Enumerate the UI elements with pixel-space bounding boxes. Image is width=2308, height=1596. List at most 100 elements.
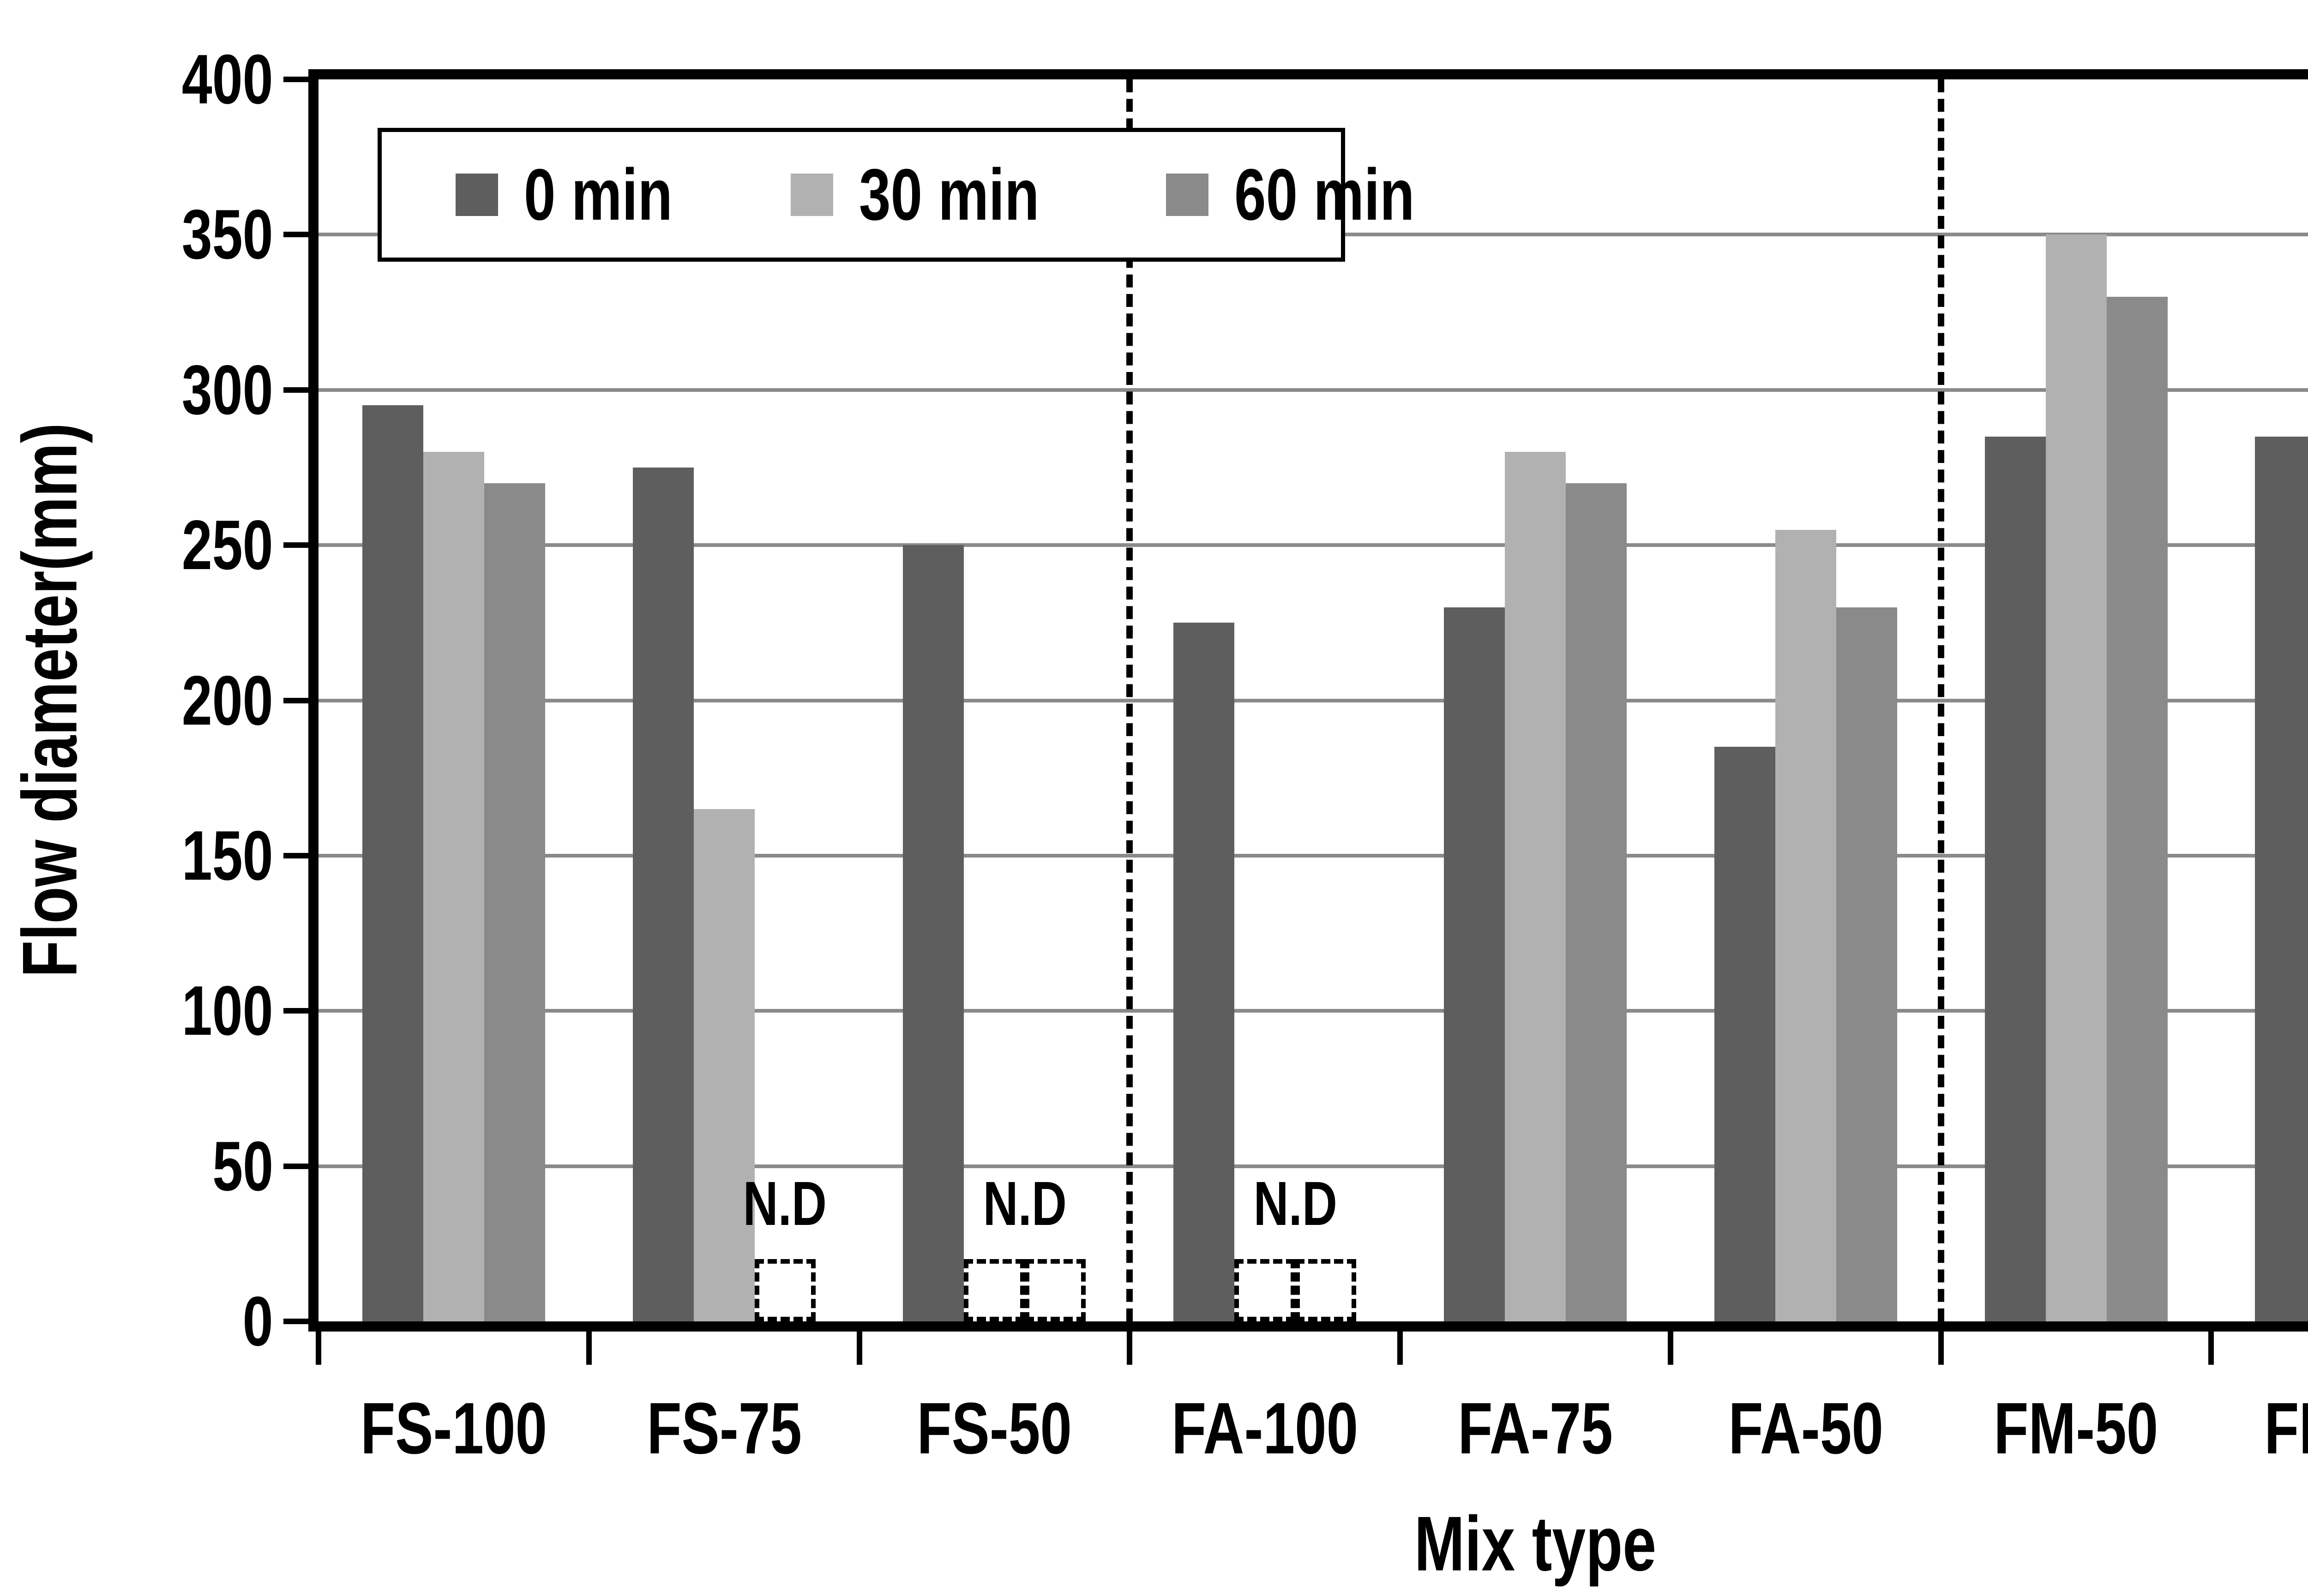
- x-category-label-FS-100: FS-100: [319, 1385, 589, 1472]
- bar-FS-50-0min: [903, 545, 964, 1321]
- nd-box-FS-50-60min: [1025, 1259, 1086, 1321]
- y-tick-label-text: 300: [182, 350, 273, 429]
- x-category-label-FA-75: FA-75: [1400, 1385, 1671, 1472]
- x-category-label-FS-50: FS-50: [859, 1385, 1130, 1472]
- legend-entry-60min: 60 min: [1166, 149, 1466, 241]
- legend-label-text: 0 min: [524, 154, 673, 235]
- bar-FS-75-0min: [632, 467, 694, 1321]
- bar-FS-100-60min: [484, 483, 545, 1321]
- y-tick-label-0: 0: [0, 1280, 273, 1363]
- legend-label-text: 30 min: [859, 154, 1040, 235]
- bar-FM-37-0min: [2255, 436, 2308, 1321]
- y-tick-350: [283, 232, 319, 238]
- y-tick-200: [283, 697, 319, 703]
- gridline-300: [319, 388, 2308, 392]
- x-category-label-FA-100: FA-100: [1130, 1385, 1400, 1472]
- x-tick-3: [1127, 1332, 1133, 1365]
- bar-FA-50-30min: [1775, 529, 1836, 1321]
- x-tick-0: [316, 1332, 321, 1365]
- x-axis-title-text: Mix type: [1414, 1500, 1657, 1587]
- legend-entry-0min: 0 min: [456, 149, 715, 241]
- y-tick-50: [283, 1163, 319, 1169]
- y-tick-label-300: 300: [0, 348, 273, 432]
- y-tick-label-150: 150: [0, 814, 273, 897]
- y-tick-label-text: 200: [182, 661, 273, 740]
- legend: 0 min 30 min 60 min: [378, 128, 1415, 262]
- y-tick-0: [283, 1319, 319, 1324]
- nd-label-FS-50: N.D: [886, 1164, 1163, 1243]
- legend-swatch-30min: [790, 174, 833, 216]
- x-tick-5: [1667, 1332, 1673, 1365]
- gridline-100: [319, 1009, 2308, 1013]
- y-tick-label-text: 400: [182, 40, 273, 119]
- bar-FM-50-0min: [1984, 436, 2046, 1321]
- x-category-label-text: FM-50: [1994, 1388, 2158, 1469]
- bar-FA-100-0min: [1173, 623, 1235, 1321]
- y-tick-label-text: 0: [243, 1282, 273, 1361]
- y-tick-label-250: 250: [0, 504, 273, 587]
- x-tick-6: [1938, 1332, 1944, 1365]
- y-tick-label-text: 350: [182, 195, 273, 274]
- y-axis-title: Flow diameter(mm): [6, 345, 95, 1056]
- gridline-150: [319, 853, 2308, 858]
- y-tick-label-400: 400: [0, 38, 273, 121]
- nd-label-text: N.D: [743, 1169, 827, 1239]
- nd-label-FM-37: N.D: [2269, 1164, 2308, 1243]
- y-axis-title-text: Flow diameter(mm): [6, 423, 93, 978]
- bar-FS-75-30min: [693, 809, 755, 1321]
- x-category-label-FA-50: FA-50: [1671, 1385, 1941, 1472]
- bar-FA-75-60min: [1566, 483, 1627, 1321]
- x-category-label-text: FA-100: [1172, 1388, 1358, 1469]
- legend-swatch-0min: [456, 174, 498, 216]
- x-tick-4: [1397, 1332, 1403, 1365]
- legend-entry-30min: 30 min: [790, 149, 1090, 241]
- nd-box-FA-100-30min: [1234, 1259, 1296, 1321]
- group-separator-after-FA-50: [1937, 79, 1944, 1321]
- y-tick-label-350: 350: [0, 193, 273, 276]
- x-category-label-text: FS-100: [360, 1388, 547, 1469]
- y-tick-400: [283, 77, 319, 82]
- legend-swatch-60min: [1166, 174, 1209, 216]
- nd-box-FA-100-60min: [1295, 1259, 1357, 1321]
- y-tick-label-text: 50: [212, 1127, 273, 1206]
- plot-area: N.D N.D N.D N.D: [319, 79, 2308, 1321]
- x-tick-2: [856, 1332, 862, 1365]
- gridline-250: [319, 543, 2308, 547]
- y-tick-label-text: 250: [182, 506, 273, 585]
- x-axis-title: Mix type: [1380, 1500, 1690, 1589]
- bar-FM-50-30min: [2045, 234, 2107, 1321]
- y-tick-label-50: 50: [0, 1125, 273, 1208]
- nd-box-FS-75-60min: [754, 1259, 816, 1321]
- nd-label-text: N.D: [983, 1169, 1067, 1239]
- nd-box-FS-50-30min: [964, 1259, 1025, 1321]
- x-category-label-FM-37: FM-37: [2211, 1385, 2308, 1472]
- y-tick-label-100: 100: [0, 969, 273, 1052]
- y-tick-300: [283, 387, 319, 393]
- x-category-label-text: FA-50: [1728, 1388, 1883, 1469]
- nd-label-FA-100: N.D: [1157, 1164, 1434, 1243]
- bar-FA-50-0min: [1714, 747, 1775, 1321]
- x-tick-7: [2208, 1332, 2214, 1365]
- legend-label-60min: 60 min: [1234, 149, 1466, 241]
- y-tick-150: [283, 852, 319, 858]
- bar-FA-75-30min: [1505, 452, 1566, 1321]
- x-category-label-text: FS-50: [917, 1388, 1072, 1469]
- y-tick-label-text: 150: [182, 816, 273, 895]
- bar-FA-50-60min: [1836, 607, 1897, 1321]
- legend-label-0min: 0 min: [524, 149, 715, 241]
- y-tick-100: [283, 1008, 319, 1014]
- gridline-200: [319, 698, 2308, 702]
- x-category-label-FM-50: FM-50: [1941, 1385, 2212, 1472]
- gridline-50: [319, 1164, 2308, 1168]
- y-tick-250: [283, 542, 319, 548]
- group-separator-after-FS-50: [1126, 79, 1133, 1321]
- nd-label-FS-75: N.D: [647, 1164, 924, 1243]
- nd-label-text: N.D: [1253, 1169, 1337, 1239]
- x-category-label-text: FM-37: [2264, 1388, 2308, 1469]
- y-tick-label-text: 100: [182, 972, 273, 1050]
- bar-FS-100-30min: [423, 452, 484, 1321]
- legend-label-30min: 30 min: [859, 149, 1090, 241]
- x-tick-1: [586, 1332, 592, 1365]
- x-category-label-text: FS-75: [646, 1388, 802, 1469]
